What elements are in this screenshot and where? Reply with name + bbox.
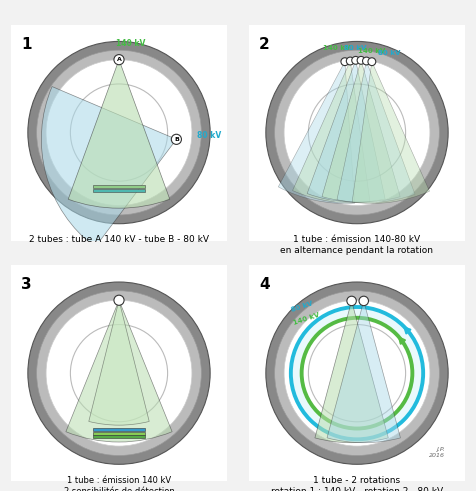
- Text: 1 tube - 2 rotations
rotation 1 : 140 kV - rotation 2 - 80 kV: 1 tube - 2 rotations rotation 1 : 140 kV…: [271, 476, 443, 491]
- Text: 80 kV: 80 kV: [345, 45, 367, 51]
- Circle shape: [352, 56, 359, 64]
- Circle shape: [368, 58, 376, 66]
- Text: J.P.
2016: J.P. 2016: [429, 447, 445, 458]
- Wedge shape: [327, 301, 400, 443]
- Circle shape: [347, 296, 357, 305]
- Text: 1: 1: [21, 37, 31, 52]
- Text: 2 tubes : tube A 140 kV - tube B - 80 kV: 2 tubes : tube A 140 kV - tube B - 80 kV: [29, 235, 209, 244]
- Circle shape: [359, 296, 368, 305]
- Circle shape: [275, 50, 439, 215]
- Text: 80 kV: 80 kV: [378, 50, 401, 56]
- Wedge shape: [322, 60, 400, 202]
- Wedge shape: [337, 61, 415, 203]
- Bar: [93, 428, 145, 431]
- Text: 80 kV: 80 kV: [197, 132, 221, 140]
- Circle shape: [357, 56, 365, 64]
- FancyBboxPatch shape: [6, 260, 232, 486]
- Wedge shape: [66, 300, 172, 442]
- Wedge shape: [315, 301, 388, 443]
- Circle shape: [363, 57, 370, 65]
- Wedge shape: [68, 60, 170, 208]
- Circle shape: [114, 55, 124, 65]
- Text: 140 kV: 140 kV: [292, 311, 320, 326]
- Bar: [93, 189, 145, 192]
- Circle shape: [37, 50, 201, 215]
- Circle shape: [37, 291, 201, 456]
- Text: 4: 4: [259, 277, 270, 292]
- Wedge shape: [293, 61, 370, 203]
- Bar: [93, 435, 145, 437]
- Circle shape: [347, 57, 354, 65]
- Circle shape: [114, 295, 124, 305]
- Bar: [93, 432, 145, 435]
- Circle shape: [28, 41, 210, 224]
- Circle shape: [341, 58, 349, 66]
- Circle shape: [284, 60, 430, 206]
- Text: 80 kV: 80 kV: [290, 301, 313, 313]
- FancyBboxPatch shape: [6, 20, 232, 246]
- FancyBboxPatch shape: [244, 260, 470, 486]
- Bar: [93, 186, 145, 188]
- Circle shape: [266, 41, 448, 224]
- Text: B: B: [174, 137, 179, 142]
- Text: 140 kV: 140 kV: [117, 39, 146, 48]
- Text: 3: 3: [21, 277, 32, 292]
- Text: A: A: [117, 57, 121, 62]
- Wedge shape: [352, 62, 429, 203]
- Wedge shape: [41, 86, 177, 247]
- Circle shape: [284, 300, 430, 446]
- Text: 2: 2: [259, 37, 270, 52]
- Circle shape: [171, 134, 181, 144]
- Circle shape: [28, 282, 210, 464]
- Wedge shape: [307, 60, 385, 202]
- Circle shape: [46, 300, 192, 446]
- Wedge shape: [89, 300, 149, 425]
- Text: 1 tube : émission 140-80 kV
en alternance pendant la rotation: 1 tube : émission 140-80 kV en alternanc…: [280, 235, 434, 255]
- Circle shape: [46, 60, 192, 206]
- Text: 1 tube : émission 140 kV
2 sensibilités de détection
Basses énergies et hautes é: 1 tube : émission 140 kV 2 sensibilités …: [44, 476, 194, 491]
- Circle shape: [266, 282, 448, 464]
- Wedge shape: [278, 62, 355, 203]
- Text: 140 kV: 140 kV: [358, 48, 386, 54]
- Text: 140 kV: 140 kV: [323, 45, 350, 51]
- Circle shape: [275, 291, 439, 456]
- FancyBboxPatch shape: [244, 20, 470, 246]
